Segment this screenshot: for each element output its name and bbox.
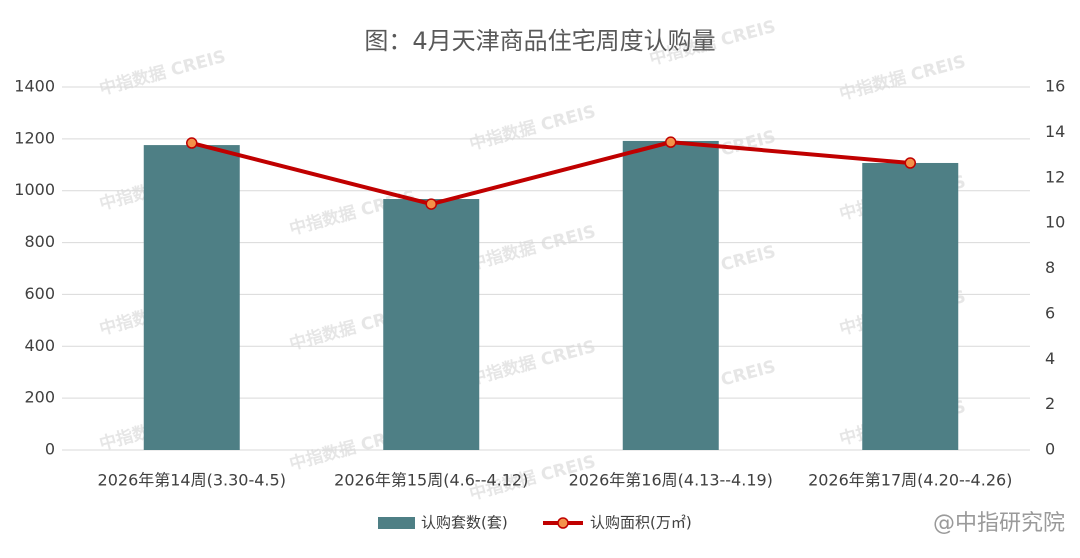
y2-tick-label: 8 [1045, 258, 1055, 277]
line-marker [186, 137, 198, 149]
y-tick-label: 1400 [14, 77, 55, 96]
bar [862, 162, 959, 451]
y2-tick-label: 12 [1045, 167, 1065, 186]
bar [622, 140, 719, 450]
line [191, 140, 911, 207]
y2-tick-label: 4 [1045, 349, 1055, 368]
y-tick-label: 1200 [14, 128, 55, 147]
bar [143, 145, 240, 450]
y-tick-label: 400 [24, 336, 55, 355]
y2-tick-label: 14 [1045, 122, 1065, 141]
y-tick-label: 1000 [14, 180, 55, 199]
y2-tick-label: 6 [1045, 303, 1055, 322]
x-tick-label: 2026年第16周(4.13--4.19) [569, 471, 773, 490]
line-marker [425, 198, 437, 210]
bar [383, 199, 480, 450]
legend-label: 认购面积(万㎡) [590, 514, 692, 532]
y2-tick-label: 16 [1045, 77, 1065, 96]
y2-tick-label: 0 [1045, 440, 1055, 459]
y2-tick-label: 2 [1045, 394, 1055, 413]
y-tick-label: 800 [24, 232, 55, 251]
legend-marker [557, 517, 569, 529]
line-marker [665, 136, 677, 148]
line-marker [904, 157, 916, 169]
x-tick-label: 2026年第14周(3.30-4.5) [98, 471, 286, 490]
y-tick-label: 200 [24, 388, 55, 407]
credit: @中指研究院 [933, 511, 1065, 536]
y-tick-label: 0 [45, 440, 55, 459]
x-tick-label: 2026年第17周(4.20--4.26) [808, 471, 1012, 490]
legend-label: 认购套数(套) [421, 514, 508, 532]
y2-tick-label: 10 [1045, 213, 1065, 232]
y-tick-label: 600 [24, 284, 55, 303]
legend-swatch [378, 517, 415, 529]
chart-title: 图：4月天津商品住宅周度认购量 [364, 27, 715, 55]
x-tick-label: 2026年第15周(4.6--4.12) [334, 471, 528, 490]
